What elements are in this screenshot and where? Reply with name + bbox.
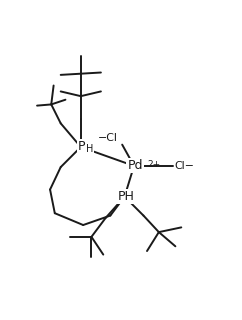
Text: Cl−: Cl− bbox=[174, 161, 194, 171]
Text: Pd: Pd bbox=[128, 159, 143, 172]
Text: H: H bbox=[86, 144, 93, 154]
Text: PH: PH bbox=[117, 190, 134, 203]
Text: 2+: 2+ bbox=[147, 159, 160, 169]
Text: P: P bbox=[78, 140, 86, 154]
Text: −Cl: −Cl bbox=[98, 133, 117, 143]
